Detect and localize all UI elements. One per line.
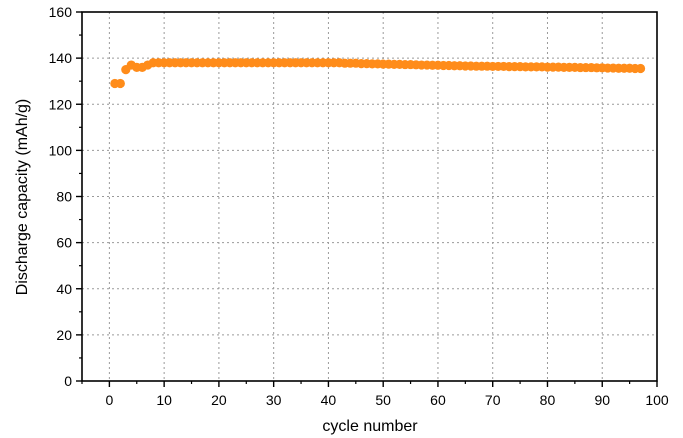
y-tick-label: 20 xyxy=(56,327,72,343)
x-tick-label: 40 xyxy=(321,392,337,408)
grid-lines xyxy=(82,12,657,381)
x-tick-label: 100 xyxy=(645,392,669,408)
y-tick-label: 100 xyxy=(49,142,73,158)
x-tick-label: 20 xyxy=(211,392,227,408)
y-tick-label: 120 xyxy=(49,96,73,112)
data-points xyxy=(110,58,646,89)
y-tick-label: 0 xyxy=(64,373,72,389)
data-point xyxy=(115,78,125,89)
y-tick-label: 140 xyxy=(49,50,73,66)
x-tick-label: 30 xyxy=(266,392,282,408)
x-tick-label: 0 xyxy=(105,392,113,408)
x-tick-label: 50 xyxy=(375,392,391,408)
x-tick-label: 90 xyxy=(594,392,610,408)
x-axis-title: cycle number xyxy=(322,418,418,435)
y-tick-label: 160 xyxy=(49,4,73,20)
x-tick-label: 80 xyxy=(540,392,556,408)
x-tick-label: 60 xyxy=(430,392,446,408)
y-axis-title: Discharge capacity (mAh/g) xyxy=(14,99,31,296)
x-tick-label: 70 xyxy=(485,392,501,408)
y-tick-label: 60 xyxy=(56,235,72,251)
axes xyxy=(76,11,658,387)
y-tick-label: 40 xyxy=(56,281,72,297)
tick-labels: 0 10 20 30 40 50 60 70 80 90 100 0 20 40 60 80 100 120 140… xyxy=(49,4,669,408)
data-point xyxy=(635,63,646,74)
x-tick-label: 10 xyxy=(156,392,172,408)
y-tick-label: 80 xyxy=(56,189,72,205)
